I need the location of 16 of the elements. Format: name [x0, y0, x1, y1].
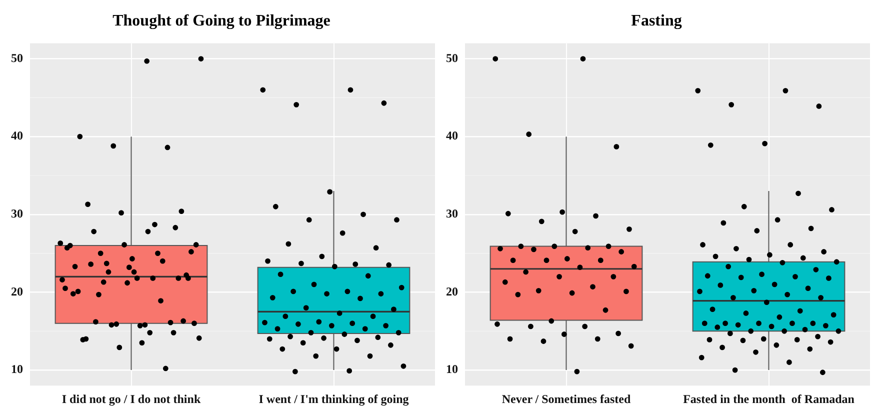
y-tick-label: 50 [11, 50, 23, 65]
y-tick-label: 40 [446, 128, 458, 143]
y-tick-label: 10 [11, 362, 23, 376]
x-tick-label: Fasted in the month of Ramadan [683, 392, 855, 406]
y-tick-label: 30 [11, 206, 23, 220]
x-tick-label: I did not go / I do not think [62, 392, 201, 406]
x-tick-label: I went / I'm thinking of going [258, 392, 409, 406]
y-tick-label: 40 [11, 128, 23, 143]
chart-title: Thought of Going to Pilgrimage [112, 12, 330, 30]
chart-title: Fasting [631, 12, 682, 30]
y-tick-label: 50 [446, 50, 458, 65]
x-tick-label: Never / Sometimes fasted [502, 392, 631, 406]
y-tick-label: 30 [446, 206, 458, 220]
y-tick-label: 20 [446, 284, 458, 298]
y-tick-label: 10 [446, 362, 458, 376]
y-tick-label: 20 [11, 284, 23, 298]
